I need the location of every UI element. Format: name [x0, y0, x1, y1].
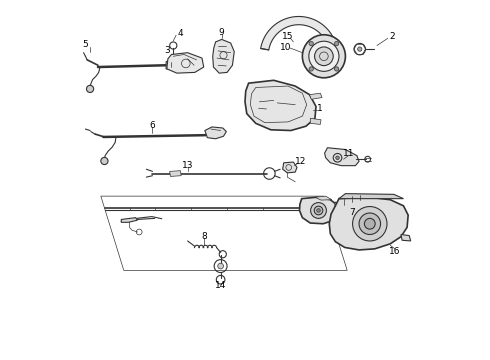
Polygon shape	[315, 196, 332, 200]
Text: 8: 8	[201, 232, 207, 241]
Text: 16: 16	[389, 247, 401, 256]
Circle shape	[309, 67, 314, 71]
Polygon shape	[339, 194, 403, 199]
Polygon shape	[261, 17, 337, 50]
Circle shape	[315, 47, 333, 66]
Text: 2: 2	[389, 32, 395, 41]
Polygon shape	[170, 171, 181, 176]
Text: 6: 6	[149, 121, 155, 130]
Circle shape	[218, 263, 223, 269]
Text: 12: 12	[295, 157, 306, 166]
Text: 14: 14	[215, 281, 226, 290]
Circle shape	[101, 157, 108, 165]
Polygon shape	[324, 148, 359, 166]
Polygon shape	[310, 93, 322, 99]
Circle shape	[336, 156, 339, 159]
Polygon shape	[167, 53, 204, 73]
Text: 9: 9	[219, 28, 224, 37]
Polygon shape	[401, 234, 411, 241]
Text: 13: 13	[182, 161, 194, 170]
Circle shape	[309, 41, 314, 46]
Circle shape	[311, 203, 326, 219]
Polygon shape	[205, 127, 226, 139]
Circle shape	[314, 206, 323, 215]
Text: 11: 11	[343, 149, 355, 158]
Polygon shape	[329, 197, 408, 250]
Polygon shape	[299, 197, 339, 224]
Circle shape	[302, 35, 345, 78]
Polygon shape	[335, 202, 343, 208]
Circle shape	[87, 85, 94, 93]
Polygon shape	[283, 162, 297, 173]
Text: 5: 5	[82, 40, 88, 49]
Text: 7: 7	[349, 208, 355, 217]
Circle shape	[317, 209, 320, 212]
Text: 10: 10	[280, 43, 291, 52]
Polygon shape	[122, 218, 137, 222]
Circle shape	[365, 219, 375, 229]
Polygon shape	[245, 80, 316, 131]
Text: 15: 15	[282, 32, 293, 41]
Text: 1: 1	[318, 104, 323, 113]
Circle shape	[334, 67, 339, 71]
Polygon shape	[166, 59, 180, 70]
Circle shape	[358, 47, 362, 51]
Text: 3: 3	[164, 46, 170, 55]
Circle shape	[309, 41, 339, 71]
Circle shape	[353, 207, 387, 241]
Circle shape	[334, 41, 339, 46]
Circle shape	[359, 213, 381, 234]
Polygon shape	[310, 118, 321, 125]
Polygon shape	[213, 40, 234, 73]
Text: 4: 4	[178, 29, 183, 38]
